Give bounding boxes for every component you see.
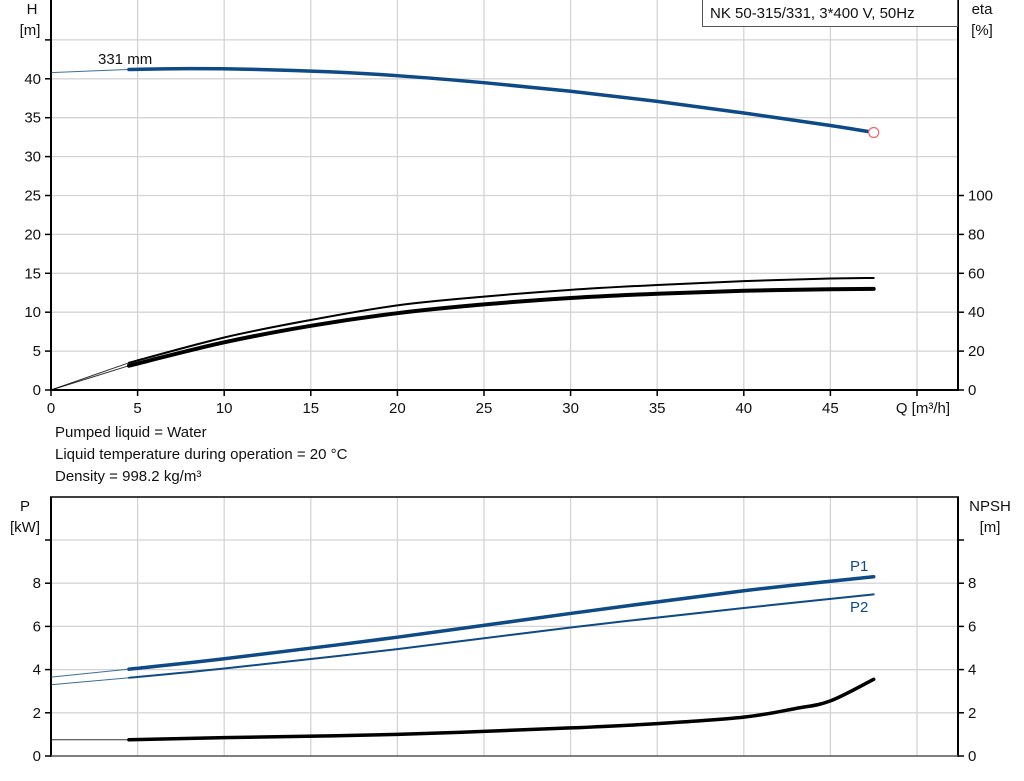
eta-curve [127, 276, 875, 364]
y-tick-label: 2 [33, 705, 41, 722]
y-tick-label: 8 [33, 575, 41, 592]
y-tick-label: 10 [24, 304, 41, 321]
y-tick-label: 0 [33, 382, 41, 399]
y-tick-label: 15 [24, 265, 41, 282]
x-tick-label: 15 [302, 400, 319, 417]
y-tick-label: 5 [33, 343, 41, 360]
y-axis-label-name: H [27, 1, 38, 18]
eta-curve-thick-extrapolated [50, 365, 130, 391]
chart-title: NK 50-315/331, 3*400 V, 50Hz [702, 0, 958, 27]
x-tick-label: 20 [389, 400, 406, 417]
y2-tick-label: 80 [968, 226, 985, 243]
y-tick-label: 40 [24, 71, 41, 88]
y-axis-label-name: P [20, 498, 30, 515]
y-tick-label: 20 [24, 226, 41, 243]
x-tick-label: 25 [476, 400, 493, 417]
x-tick-label: 35 [649, 400, 666, 417]
y2-axis-label-unit: [%] [971, 22, 993, 39]
x-tick-label: 0 [47, 400, 55, 417]
y2-tick-label: 60 [968, 265, 985, 282]
y-tick-label: 6 [33, 618, 41, 635]
p2-label: P2 [850, 599, 868, 616]
p1-curve [127, 574, 876, 671]
p1-label: P1 [850, 558, 868, 575]
y2-tick-label: 0 [968, 382, 976, 399]
y2-tick-label: 8 [968, 575, 976, 592]
end-point-marker [868, 126, 880, 139]
note-density: Density = 998.2 kg/m³ [55, 468, 202, 485]
p2-curve [127, 593, 875, 679]
head-curve-label: 331 mm [98, 51, 152, 68]
y-tick-label: 25 [24, 188, 41, 205]
y2-axis-label-name: NPSH [969, 498, 1011, 515]
npsh-curve [127, 677, 876, 742]
head-curve [127, 66, 876, 135]
y2-tick-label: 4 [968, 662, 976, 679]
y2-tick-label: 2 [968, 705, 976, 722]
y2-tick-label: 100 [968, 188, 993, 205]
y-tick-label: 35 [24, 110, 41, 127]
y2-axis-label-unit: [m] [980, 519, 1001, 536]
y2-tick-label: 6 [968, 618, 976, 635]
y2-tick-label: 0 [968, 748, 976, 765]
y-tick-label: 30 [24, 149, 41, 166]
note-liquid-temperature: Liquid temperature during operation = 20… [55, 446, 348, 463]
x-tick-label: 10 [216, 400, 233, 417]
p1-curve-extrapolated [50, 668, 129, 678]
y2-tick-label: 40 [968, 304, 985, 321]
y-axis-label-unit: [m] [20, 22, 41, 39]
x-tick-label: 45 [822, 400, 839, 417]
p2-curve-extrapolated [50, 677, 129, 686]
y-axis-label-unit: [kW] [10, 519, 40, 536]
head-curve-extrapolated [50, 68, 129, 74]
x-tick-label: 40 [735, 400, 752, 417]
x-tick-label: 30 [562, 400, 579, 417]
y-tick-label: 0 [33, 748, 41, 765]
y-tick-label: 4 [33, 662, 41, 679]
y2-tick-label: 20 [968, 343, 985, 360]
x-tick-label: 5 [133, 400, 141, 417]
x-axis-label: Q [m³/h] [896, 400, 950, 417]
eta-curve-thick [126, 286, 876, 368]
note-pumped-liquid: Pumped liquid = Water [55, 424, 207, 441]
y2-axis-label-name: eta [972, 1, 994, 18]
